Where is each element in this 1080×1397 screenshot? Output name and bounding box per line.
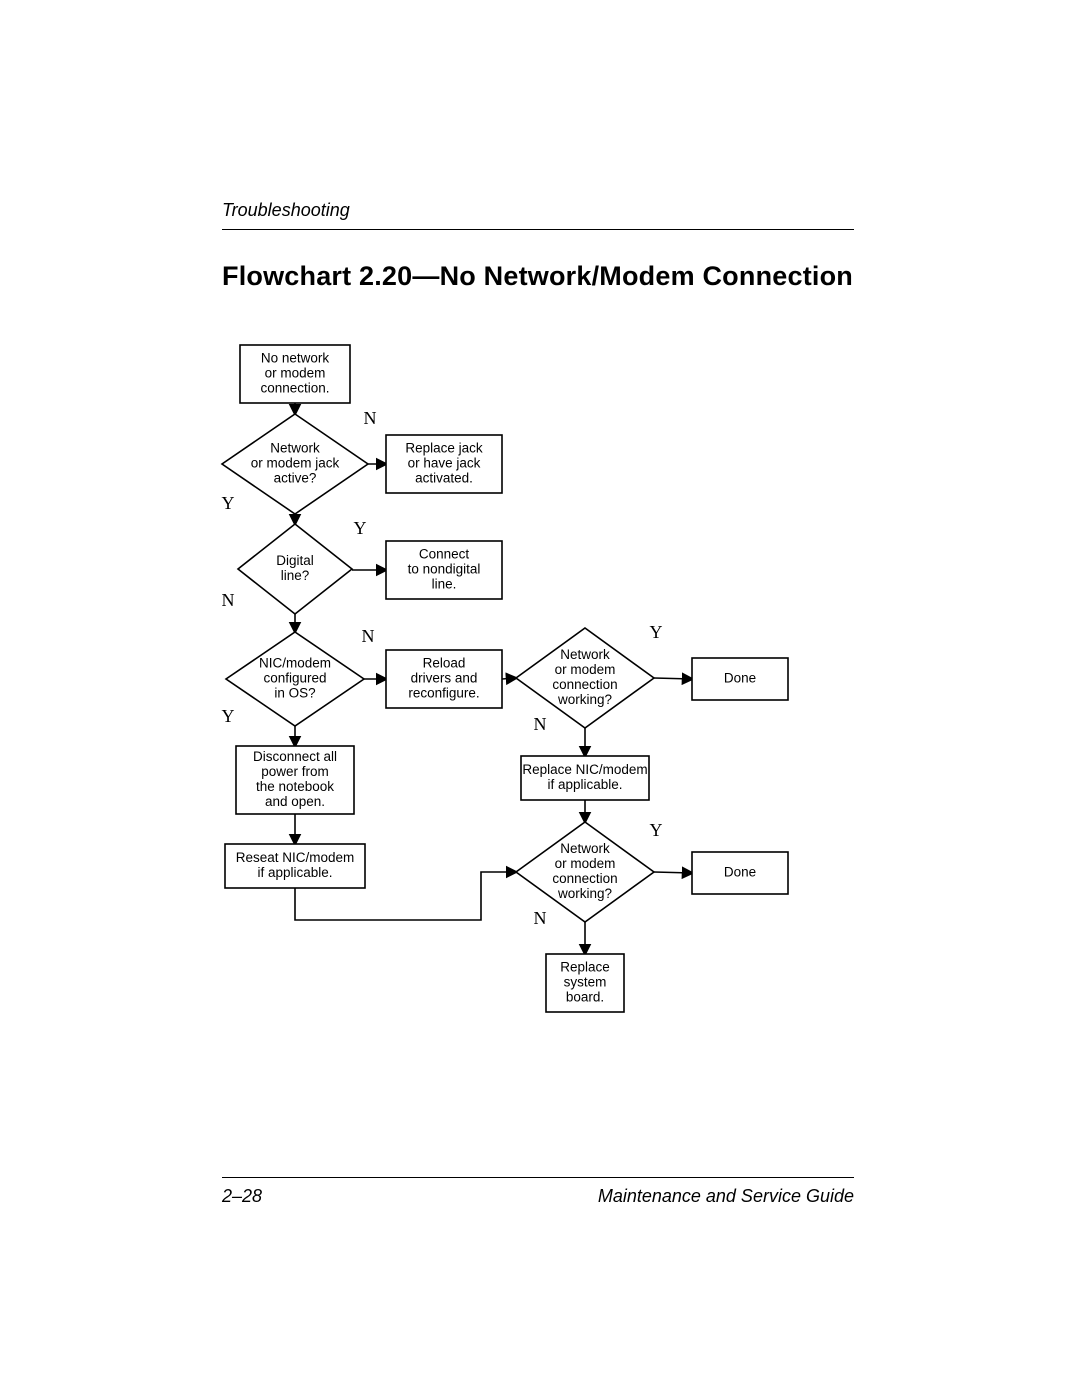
svg-text:Replace: Replace [560, 959, 610, 974]
svg-text:or modem: or modem [265, 366, 326, 381]
svg-text:connection.: connection. [260, 381, 329, 396]
svg-text:Y: Y [222, 493, 235, 513]
svg-text:line?: line? [281, 568, 310, 583]
svg-text:working?: working? [557, 692, 612, 707]
svg-text:system: system [564, 975, 607, 990]
svg-text:in OS?: in OS? [274, 686, 315, 701]
flowchart-canvas: No networkor modemconnection.Networkor m… [0, 0, 1080, 1397]
svg-text:connection: connection [552, 871, 617, 886]
svg-text:power from: power from [261, 764, 329, 779]
svg-text:Network: Network [560, 841, 610, 856]
svg-text:Network: Network [560, 647, 610, 662]
svg-text:line.: line. [432, 577, 457, 592]
svg-text:or modem jack: or modem jack [251, 456, 340, 471]
svg-text:reconfigure.: reconfigure. [408, 686, 479, 701]
svg-text:if applicable.: if applicable. [257, 865, 332, 880]
svg-text:if applicable.: if applicable. [547, 777, 622, 792]
svg-text:Reload: Reload [423, 655, 466, 670]
svg-text:N: N [364, 408, 377, 428]
svg-text:Y: Y [354, 518, 367, 538]
svg-text:Y: Y [650, 820, 663, 840]
svg-text:N: N [534, 908, 547, 928]
svg-text:connection: connection [552, 677, 617, 692]
svg-text:N: N [534, 714, 547, 734]
page: Troubleshooting Flowchart 2.20—No Networ… [0, 0, 1080, 1397]
svg-text:to nondigital: to nondigital [408, 562, 481, 577]
svg-text:Replace jack: Replace jack [405, 440, 483, 455]
svg-text:working?: working? [557, 886, 612, 901]
footer-doc-title: Maintenance and Service Guide [598, 1186, 854, 1207]
svg-text:Replace NIC/modem: Replace NIC/modem [522, 762, 647, 777]
svg-text:N: N [222, 590, 235, 610]
svg-text:Reseat NIC/modem: Reseat NIC/modem [236, 850, 355, 865]
svg-text:Network: Network [270, 440, 320, 455]
svg-text:drivers and: drivers and [411, 671, 478, 686]
svg-text:Done: Done [724, 671, 756, 686]
svg-text:activated.: activated. [415, 471, 473, 486]
svg-text:or modem: or modem [555, 856, 616, 871]
svg-text:Connect: Connect [419, 546, 470, 561]
edge-d5-done2 [654, 872, 692, 873]
svg-text:Y: Y [650, 622, 663, 642]
svg-text:Disconnect all: Disconnect all [253, 749, 337, 764]
svg-text:Y: Y [222, 706, 235, 726]
svg-text:active?: active? [274, 471, 317, 486]
svg-text:board.: board. [566, 990, 604, 1005]
svg-text:the notebook: the notebook [256, 779, 334, 794]
footer-page-number: 2–28 [222, 1186, 262, 1207]
svg-text:or have jack: or have jack [408, 456, 481, 471]
svg-text:NIC/modem: NIC/modem [259, 655, 331, 670]
svg-text:No network: No network [261, 350, 330, 365]
footer-rule [222, 1177, 854, 1178]
svg-text:N: N [362, 626, 375, 646]
svg-text:configured: configured [263, 671, 326, 686]
svg-text:and open.: and open. [265, 794, 325, 809]
edge-p3-d4 [502, 678, 516, 679]
svg-text:Done: Done [724, 865, 756, 880]
svg-text:Digital: Digital [276, 553, 314, 568]
svg-text:or modem: or modem [555, 662, 616, 677]
edge-d4-done1 [654, 678, 692, 679]
